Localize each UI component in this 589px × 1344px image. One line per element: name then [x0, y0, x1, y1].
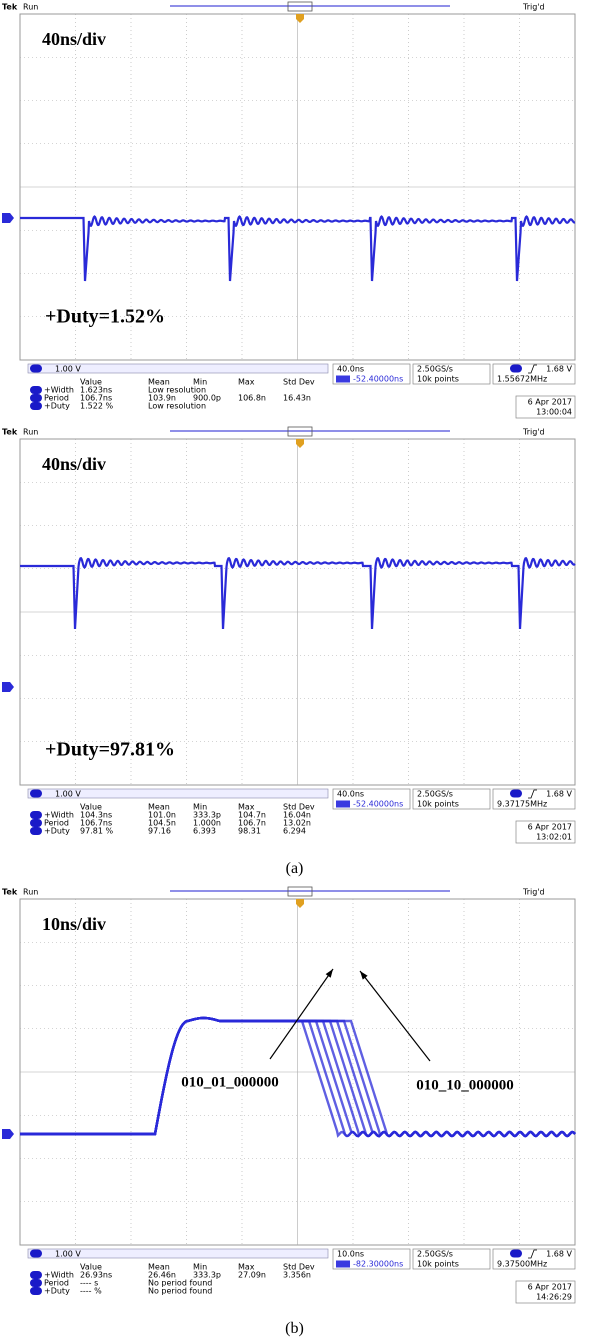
measurement-value: No period found	[148, 1287, 212, 1296]
position-icon	[336, 801, 350, 808]
channel-icon	[510, 790, 522, 798]
channel-icon	[510, 365, 522, 373]
channel-scale: 1.00 V	[55, 365, 81, 374]
measurement-value: Low resolution	[148, 402, 206, 411]
time: 13:00:04	[536, 408, 572, 417]
horizontal-scale: 10.0ns	[337, 1250, 364, 1259]
measurement-value: ---- %	[80, 1287, 102, 1296]
trigger-level: 1.68 V	[546, 1250, 572, 1259]
measurement-value: 27.09n	[238, 1271, 266, 1280]
trace-label: 010_01_000000	[181, 1074, 279, 1090]
trace-label: 010_10_000000	[416, 1077, 514, 1093]
ground-marker	[2, 1129, 14, 1139]
horizontal-position: -82.30000ns	[353, 1260, 403, 1269]
timescale: 40ns/div	[42, 454, 106, 474]
time: 13:02:01	[536, 833, 572, 842]
channel-icon	[30, 1250, 42, 1258]
trigger-level: 1.68 V	[546, 365, 572, 374]
run-status: Run	[23, 428, 38, 437]
timescale: 10ns/div	[42, 914, 106, 934]
measurement-value: 6.294	[283, 827, 306, 836]
trigger-frequency: 1.55672MHz	[497, 375, 547, 384]
run-status: Run	[23, 3, 38, 12]
trigger-frequency: 9.37500MHz	[497, 1260, 547, 1269]
run-status: Run	[23, 888, 38, 897]
trigger-frequency: 9.37175MHz	[497, 800, 547, 809]
measurement-column: Std Dev	[283, 378, 315, 387]
channel-icon	[30, 811, 42, 819]
channel-icon	[30, 386, 42, 394]
record-length: 10k points	[417, 1260, 459, 1269]
horizontal-position: -52.40000ns	[353, 375, 403, 384]
measurement-name: +Duty	[44, 1287, 70, 1296]
record-length: 10k points	[417, 375, 459, 384]
date: 6 Apr 2017	[528, 1283, 572, 1292]
measurement-value: 1.522 %	[80, 402, 113, 411]
channel-icon	[510, 1250, 522, 1258]
channel-scale: 1.00 V	[55, 790, 81, 799]
ground-marker	[2, 682, 14, 692]
channel-icon	[30, 1271, 42, 1279]
measurement-value: 106.8n	[238, 394, 266, 403]
timescale: 40ns/div	[42, 29, 106, 49]
time: 14:26:29	[536, 1293, 572, 1302]
record-length: 10k points	[417, 800, 459, 809]
measurement-value: 3.356n	[283, 1271, 311, 1280]
caption: (b)	[0, 1320, 589, 1338]
channel-icon	[30, 790, 42, 798]
brand: Tek	[2, 888, 18, 897]
channel-icon	[30, 1287, 42, 1295]
horizontal-scale: 40.0ns	[337, 365, 364, 374]
sample-rate: 2.50GS/s	[417, 790, 453, 799]
ground-marker	[2, 213, 14, 223]
date: 6 Apr 2017	[528, 823, 572, 832]
channel-scale: 1.00 V	[55, 1250, 81, 1259]
sample-rate: 2.50GS/s	[417, 365, 453, 374]
brand: Tek	[2, 428, 18, 437]
trigger-status: Trig'd	[522, 888, 545, 897]
sample-rate: 2.50GS/s	[417, 1250, 453, 1259]
duty-annotation: +Duty=97.81%	[45, 739, 175, 761]
channel-icon	[30, 394, 42, 402]
measurement-value: 97.16	[148, 827, 171, 836]
date: 6 Apr 2017	[528, 398, 572, 407]
channel-icon	[30, 402, 42, 410]
oscilloscope-screen: TekRunTrig'd40ns/div+Duty=97.81%1.00 VVa…	[0, 425, 589, 850]
measurement-value: 97.81 %	[80, 827, 113, 836]
channel-icon	[30, 365, 42, 373]
channel-icon	[30, 1279, 42, 1287]
trigger-level: 1.68 V	[546, 790, 572, 799]
measurement-name: +Duty	[44, 827, 70, 836]
measurement-value: 6.393	[193, 827, 216, 836]
position-icon	[336, 376, 350, 383]
brand: Tek	[2, 3, 18, 12]
horizontal-position: -52.40000ns	[353, 800, 403, 809]
measurement-column: Max	[238, 378, 255, 387]
trigger-status: Trig'd	[522, 3, 545, 12]
channel-icon	[30, 827, 42, 835]
caption: (a)	[0, 860, 589, 878]
trigger-status: Trig'd	[522, 428, 545, 437]
measurement-value: 98.31	[238, 827, 261, 836]
duty-annotation: +Duty=1.52%	[45, 306, 165, 328]
oscilloscope-screen: Tek Run Trig'd 010_01_000000 010_10_000000 10…	[0, 885, 589, 1310]
channel-icon	[30, 819, 42, 827]
figure: (a) (b) Tek Run Trig'd 40ns/div +Duty=1.52% 1…	[0, 0, 589, 1344]
measurement-value: 16.43n	[283, 394, 311, 403]
position-icon	[336, 1261, 350, 1268]
measurement-name: +Duty	[44, 402, 70, 411]
horizontal-scale: 40.0ns	[337, 790, 364, 799]
